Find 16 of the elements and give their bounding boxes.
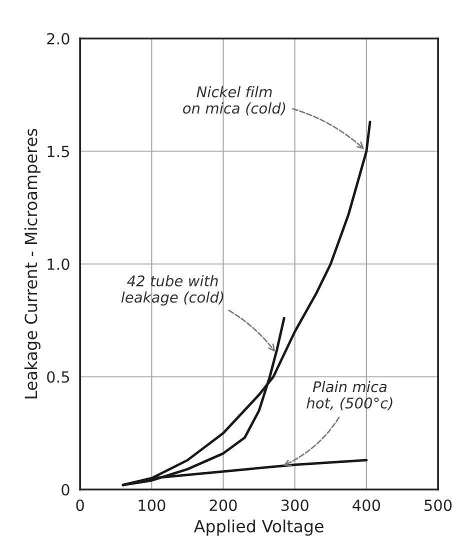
x-tick-label: 100 xyxy=(138,499,166,512)
x-tick-label: 0 xyxy=(76,499,84,512)
y-tick-label: 0.5 xyxy=(47,371,70,383)
annotation: Plain mica hot, (500°c) xyxy=(306,380,392,410)
y-tick-label: 1.0 xyxy=(48,258,70,270)
x-tick-label: 300 xyxy=(281,499,308,512)
y-tick-label: 2.0 xyxy=(47,32,70,45)
annotation: 42 tube with leakage (cold) xyxy=(121,275,224,306)
x-tick-label: 500 xyxy=(424,499,452,512)
annotation: Nickel film on mica (cold) xyxy=(183,86,286,116)
x-tick-label: 400 xyxy=(352,499,380,512)
x-axis-title: Applied Voltage xyxy=(194,520,324,536)
y-axis-title: Leakage Current - Microamperes xyxy=(24,128,40,398)
y-tick-label: 1.5 xyxy=(48,146,70,158)
x-tick-label: 200 xyxy=(210,499,237,512)
y-tick-label: 0 xyxy=(62,484,70,496)
